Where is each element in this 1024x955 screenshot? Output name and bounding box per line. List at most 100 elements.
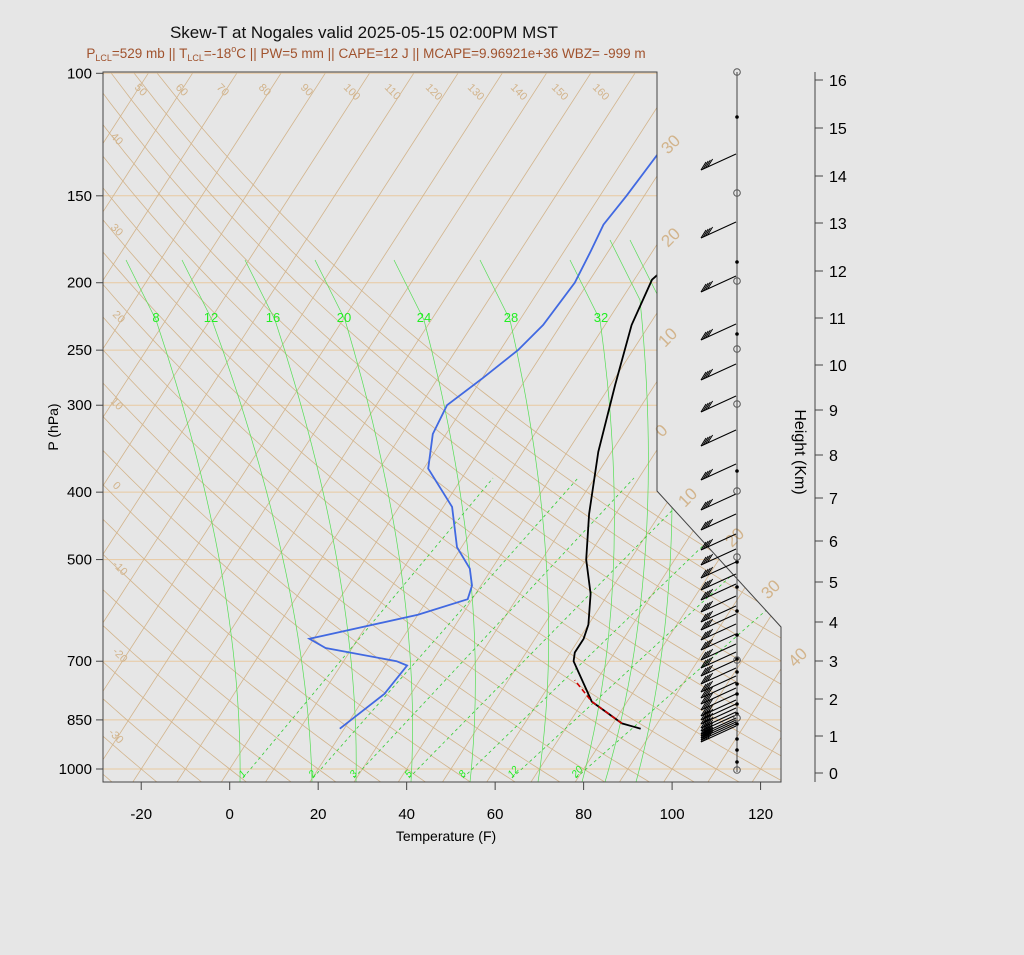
- height-dot: [735, 722, 739, 726]
- height-tick-label: 14: [829, 169, 847, 186]
- x-tick-label: 80: [575, 806, 592, 823]
- mixing-ratio-lines: [242, 477, 781, 779]
- wind-barb: [700, 561, 737, 579]
- dry-adiabat: [103, 73, 743, 782]
- isotherm: [103, 73, 547, 782]
- moist-adiabat: [181, 259, 313, 782]
- subtitle-p-sym: P: [86, 46, 95, 61]
- wind-barb: [700, 363, 737, 381]
- mixing-ratio-label: 5: [403, 768, 415, 780]
- dry-adiabat: [133, 73, 781, 782]
- dry-adiabat-label: 100: [341, 82, 362, 103]
- wind-barb: [700, 463, 737, 481]
- height-marker: [733, 487, 741, 495]
- height-marker: [733, 400, 741, 408]
- height-marker: [733, 68, 741, 76]
- moist-adiabat: [479, 259, 549, 782]
- wind-barb: [700, 613, 737, 631]
- moist-adiabat-label: 28: [504, 310, 518, 325]
- dry-adiabat: [103, 73, 698, 782]
- moist-adiabat: [125, 259, 241, 782]
- wind-barb: [700, 493, 737, 511]
- height-axis-label: Height (Km): [791, 409, 808, 494]
- isotherms: [0, 73, 1024, 783]
- height-tick-label: 13: [829, 216, 847, 233]
- height-tick-label: 1: [829, 729, 838, 746]
- isotherm: [0, 73, 16, 783]
- isotherm: [529, 73, 781, 782]
- dry-adiabat: [103, 73, 429, 782]
- wind-barb: [700, 533, 737, 551]
- dry-adiabats: [103, 73, 781, 782]
- wind-barb: [700, 548, 737, 566]
- dry-adiabat: [103, 73, 474, 782]
- dry-adiabat: [103, 73, 781, 782]
- x-axis-label: Temperature (F): [396, 828, 496, 844]
- mixing-ratio-label: 1: [237, 769, 249, 780]
- isotherm-label: 30: [657, 131, 684, 158]
- wind-barb: [700, 675, 737, 693]
- chart-title: Skew-T at Nogales valid 2025-05-15 02:00…: [170, 23, 558, 42]
- height-marker: [733, 656, 741, 664]
- isotherm-label: 10: [674, 484, 701, 511]
- dry-adiabat-label: 110: [382, 82, 403, 103]
- height-marker: [733, 714, 741, 722]
- isotherm-label: 40: [784, 644, 811, 671]
- height-tick-label: 5: [829, 575, 838, 592]
- p-tick-label: 150: [67, 188, 92, 205]
- y-axis-label: P (hPa): [45, 403, 61, 450]
- p-tick-label: 100: [67, 65, 92, 82]
- subtitle-lcl-1: LCL: [95, 53, 112, 63]
- x-tick-label: 20: [310, 806, 327, 823]
- height-dot: [735, 748, 739, 752]
- dry-adiabat: [103, 73, 205, 782]
- subtitle-sep: ||: [165, 46, 179, 61]
- wind-barb: [700, 513, 737, 531]
- dry-adiabat-label: -20: [110, 646, 130, 666]
- isotherm: [706, 73, 781, 782]
- height-marker: [733, 345, 741, 353]
- dry-adiabat-label: 30: [108, 222, 125, 239]
- mixing-ratio-line: [408, 477, 705, 779]
- wind-barb: [700, 323, 737, 341]
- dry-adiabat-label: 0: [110, 480, 123, 493]
- height-tick-label: 7: [829, 491, 838, 508]
- isotherm: [103, 73, 193, 782]
- wind-barbs: [700, 68, 741, 774]
- x-tick-label: 60: [487, 806, 504, 823]
- mixing-ratio-line: [511, 477, 781, 779]
- height-dot: [735, 585, 739, 589]
- dry-adiabat: [103, 73, 781, 782]
- dry-adiabat-label: 70: [214, 82, 231, 99]
- dry-adiabat-label: 90: [298, 82, 315, 99]
- subtitle-rest: C || PW=5 mm || CAPE=12 J || MCAPE=9.969…: [236, 46, 645, 61]
- height-dot: [735, 760, 739, 764]
- wind-barb: [700, 659, 737, 677]
- height-marker: [733, 766, 741, 774]
- height-marker: [733, 553, 741, 561]
- chart-subtitle: PLCL=529 mb || TLCL=-18oC || PW=5 mm || …: [86, 44, 645, 63]
- isotherm: [840, 73, 1024, 783]
- moist-adiabat-label: 20: [337, 310, 351, 325]
- dry-adiabat: [103, 73, 160, 782]
- p-tick-label: 400: [67, 484, 92, 501]
- height-dot: [735, 609, 739, 613]
- mixing-ratio-line: [353, 477, 635, 779]
- dry-adiabat: [103, 73, 339, 782]
- sounding-line-2: [574, 679, 623, 725]
- x-tick-label: -20: [130, 806, 152, 823]
- moist-adiabat-label: 12: [204, 310, 218, 325]
- dry-adiabat: [103, 73, 384, 782]
- mixing-ratio-line: [312, 477, 579, 779]
- height-marker: [733, 277, 741, 285]
- mixing-ratio-line: [242, 477, 494, 779]
- height-dot: [735, 260, 739, 264]
- wind-barb: [700, 643, 737, 661]
- moist-adiabat: [393, 259, 476, 782]
- isotherm: [103, 73, 370, 782]
- height-dot: [735, 560, 739, 564]
- dry-adiabat: [103, 73, 519, 782]
- isotherm: [573, 73, 781, 782]
- height-tick-label: 0: [829, 766, 838, 783]
